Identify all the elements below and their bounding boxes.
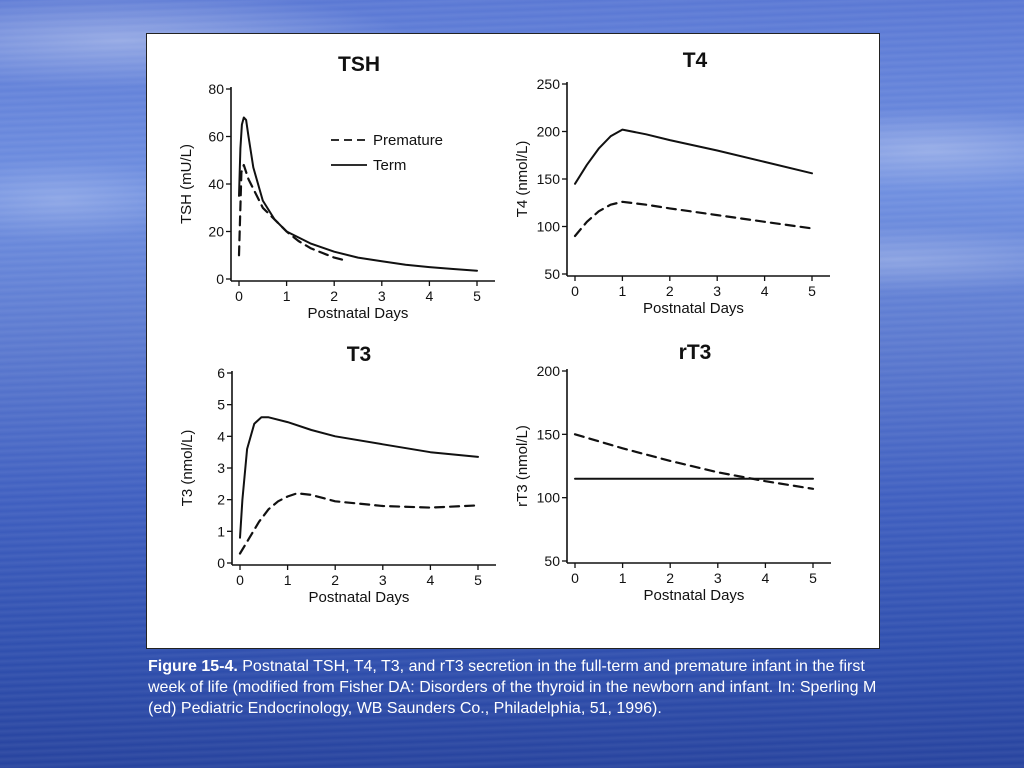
rt3-series-premature	[573, 433, 815, 490]
t4-x-tick-label: 3	[713, 283, 721, 299]
figure-panel: TSH 0 20 40 60 80 0 1 2 3 4 5 Postnatal Days TSH (mU/…	[146, 33, 880, 649]
tsh-series-term	[238, 116, 478, 272]
t4-series-premature	[573, 200, 814, 238]
tsh-x-tick-label: 4	[426, 288, 434, 304]
rt3-y-tick-label: 100	[537, 490, 561, 506]
t4-title: T4	[683, 49, 708, 72]
t3-y-tick-label: 3	[217, 460, 225, 476]
tsh-x-tick-label: 2	[330, 288, 338, 304]
t4-y-tick-label: 150	[537, 171, 561, 187]
t4-x-tick-label: 0	[571, 283, 579, 299]
t3-y-axis-label: T3 (nmol/L)	[179, 430, 196, 507]
t4-y-tick-label: 100	[537, 219, 561, 235]
t3-x-tick-label: 1	[284, 572, 292, 588]
t3-x-tick-label: 0	[236, 572, 244, 588]
t4-series-term	[574, 128, 813, 185]
t4-y-tick-label: 250	[537, 76, 561, 92]
t4-x-tick-label: 5	[808, 283, 816, 299]
tsh-y-tick-label: 20	[208, 224, 224, 240]
rt3-x-axis-label: Postnatal Days	[644, 587, 745, 604]
t3-series-term	[239, 416, 479, 539]
tsh-y-tick-label: 40	[208, 176, 224, 192]
rt3-x-tick-label: 4	[762, 570, 770, 586]
tsh-y-tick-label: 0	[216, 271, 224, 287]
t4-y-tick-label: 200	[537, 124, 561, 140]
rt3-x-tick-label: 2	[666, 570, 674, 586]
tsh-series-premature	[237, 163, 345, 262]
tsh-x-tick-label: 5	[473, 288, 481, 304]
t4-y-axis-label: T4 (nmol/L)	[514, 141, 531, 218]
t3-y-tick-label: 4	[217, 428, 225, 444]
t3-y-tick-label: 1	[217, 523, 225, 539]
t3-x-tick-label: 2	[331, 572, 339, 588]
rt3-title: rT3	[679, 341, 712, 364]
rt3-x-tick-label: 5	[809, 570, 817, 586]
t4-x-tick-label: 1	[619, 283, 627, 299]
t3-title: T3	[347, 343, 372, 366]
caption-text: Postnatal TSH, T4, T3, and rT3 secretion…	[148, 658, 877, 717]
t3-y-tick-label: 6	[217, 365, 225, 381]
t4-y-tick-label: 50	[544, 266, 560, 282]
tsh-y-axis-label: TSH (mU/L)	[178, 144, 195, 224]
t4-x-tick-label: 2	[666, 283, 674, 299]
tsh-y-tick-label: 80	[208, 81, 224, 97]
t3-y-tick-label: 2	[217, 492, 225, 508]
figure-caption: Figure 15-4. Postnatal TSH, T4, T3, and …	[148, 656, 878, 719]
rt3-x-tick-label: 0	[571, 570, 579, 586]
t3-x-tick-label: 3	[379, 572, 387, 588]
rt3-y-tick-label: 200	[537, 363, 561, 379]
t3-series-premature	[238, 492, 480, 555]
t3-x-tick-label: 5	[474, 572, 482, 588]
tsh-x-tick-label: 3	[378, 288, 386, 304]
tsh-legend-label-term: Term	[373, 157, 406, 174]
rt3-x-tick-label: 1	[619, 570, 627, 586]
t4-x-tick-label: 4	[761, 283, 769, 299]
rt3-x-tick-label: 3	[714, 570, 722, 586]
tsh-x-axis-label: Postnatal Days	[308, 305, 409, 322]
t3-y-tick-label: 0	[217, 555, 225, 571]
t3-x-tick-label: 4	[427, 572, 435, 588]
tsh-y-tick-label: 60	[208, 129, 224, 145]
rt3-y-tick-label: 50	[544, 553, 560, 569]
tsh-x-tick-label: 1	[283, 288, 291, 304]
t3-x-axis-label: Postnatal Days	[309, 589, 410, 606]
rt3-y-axis-label: rT3 (nmol/L)	[514, 425, 531, 507]
caption-label: Figure 15-4.	[148, 658, 238, 675]
tsh-x-tick-label: 0	[235, 288, 243, 304]
tsh-legend-label-premature: Premature	[373, 132, 443, 149]
tsh-title: TSH	[338, 53, 380, 76]
rt3-y-tick-label: 150	[537, 426, 561, 442]
t4-x-axis-label: Postnatal Days	[643, 300, 744, 317]
t3-y-tick-label: 5	[217, 397, 225, 413]
